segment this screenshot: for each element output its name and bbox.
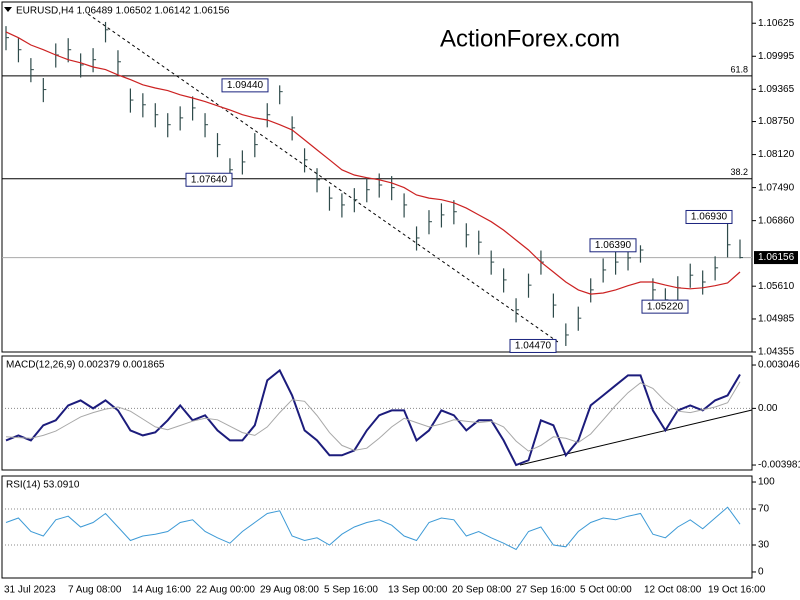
menu-triangle [4,7,12,12]
annotation-label: 1.07640 [191,174,228,185]
line [5,31,741,295]
line [5,368,741,467]
current-price-label: 1.06156 [758,252,795,263]
y-tick-label: 1.09365 [758,84,795,95]
y-tick-label: -0.003981 [758,460,800,471]
macd-title: MACD(12,26,9) 0.002379 0.001865 [6,360,165,371]
rsi-title: RSI(14) 53.0910 [6,480,80,491]
y-tick-label: 100 [758,477,775,488]
annotation-box [185,172,233,187]
x-tick-label: 27 Sep 16:00 [516,585,576,596]
annotation-box [509,338,557,353]
annotation-label: 1.06390 [595,240,632,251]
y-tick-label: 1.06860 [758,215,795,226]
rsi-frame [1,475,753,579]
annotation-box [221,78,269,93]
macd-frame [1,355,753,471]
price-frame [1,1,753,353]
y-tick-label: 1.04985 [758,314,795,325]
x-tick-label: 19 Oct 16:00 [708,585,766,596]
y-tick-label: 0.003046 [758,360,800,371]
y-tick-label: 1.04355 [758,347,795,358]
annotation-label: 1.09440 [227,80,264,91]
x-tick-label: 12 Oct 08:00 [644,585,702,596]
line [5,506,741,551]
y-tick-label: 70 [758,504,770,515]
y-tick-label: 1.08750 [758,116,795,127]
x-tick-label: 20 Sep 08:00 [452,585,512,596]
x-tick-label: 13 Sep 00:00 [388,585,448,596]
annotation-label: 1.05220 [647,301,684,312]
price-title: EURUSD,H4 1.06489 1.06502 1.06142 1.0615… [16,6,230,17]
annotation-label: 1.04470 [515,341,552,352]
level-label: 61.8 [730,64,748,74]
annotation-label: 1.06930 [691,212,728,223]
y-tick-label: 1.10625 [758,18,795,29]
watermark: ActionForex.com [440,25,620,52]
x-tick-label: 29 Aug 08:00 [260,585,319,596]
x-tick-label: 22 Aug 00:00 [196,585,255,596]
y-tick-label: 1.08120 [758,149,795,160]
annotation-box [685,209,733,224]
macd-trend-line [519,409,753,466]
y-tick-label: 0 [758,567,764,578]
line [5,381,741,452]
y-tick-label: 1.05610 [758,281,795,292]
current-price-box [754,251,798,265]
y-tick-label: 30 [758,540,770,551]
y-tick-label: 1.09995 [758,51,795,62]
annotation-box [641,299,689,314]
x-tick-label: 7 Aug 08:00 [68,585,122,596]
x-tick-label: 14 Aug 16:00 [132,585,191,596]
x-tick-label: 5 Sep 16:00 [324,585,378,596]
annotation-box [589,238,637,253]
y-tick-label: 1.07490 [758,182,795,193]
x-tick-label: 31 Jul 2023 [4,585,56,596]
y-tick-label: 0.00 [758,403,778,414]
x-tick-label: 5 Oct 00:00 [580,585,632,596]
level-label: 38.2 [730,167,748,177]
